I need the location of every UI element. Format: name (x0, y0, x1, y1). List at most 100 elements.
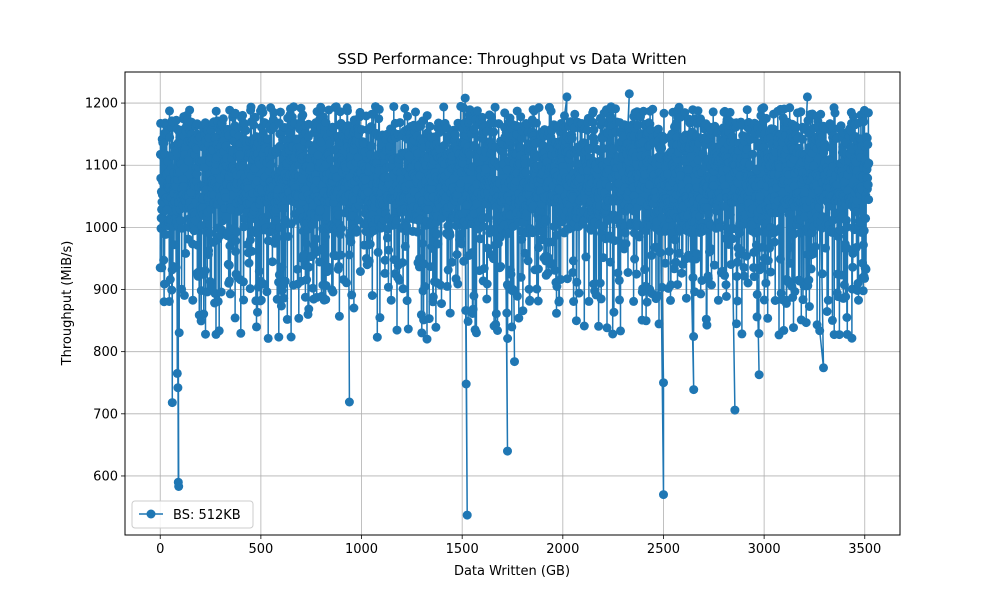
y-tick-label: 700 (93, 407, 118, 422)
data-point (460, 93, 470, 103)
data-point (231, 236, 241, 246)
data-point (533, 264, 543, 274)
data-point (344, 397, 354, 407)
data-point (157, 263, 167, 273)
data-point (779, 325, 789, 335)
data-point (508, 284, 518, 294)
data-point (344, 250, 354, 260)
data-point (752, 312, 762, 322)
data-point (256, 295, 266, 305)
data-point (453, 279, 463, 289)
data-point (262, 287, 272, 297)
data-point (759, 295, 769, 305)
data-layer (155, 89, 874, 520)
chart-title: SSD Performance: Throughput vs Data Writ… (337, 50, 686, 68)
data-point (721, 280, 731, 290)
data-point (204, 228, 214, 238)
data-point (533, 296, 543, 306)
data-point (588, 106, 598, 116)
data-point (277, 262, 287, 272)
data-point (615, 295, 624, 305)
data-point (686, 152, 696, 162)
data-point (528, 228, 537, 238)
data-point (201, 329, 210, 339)
data-point (632, 269, 642, 279)
data-point (516, 143, 525, 153)
data-point (759, 103, 769, 113)
data-point (289, 102, 299, 112)
data-point (769, 237, 779, 247)
data-point (556, 275, 566, 284)
data-point (321, 232, 330, 242)
data-point (181, 248, 191, 258)
data-point (733, 296, 742, 306)
data-point (575, 173, 585, 183)
data-point (633, 120, 643, 130)
data-point (333, 210, 343, 220)
data-point (546, 106, 556, 116)
data-point (721, 291, 731, 301)
data-point (680, 108, 690, 118)
data-point (503, 446, 512, 456)
data-point (842, 243, 852, 253)
data-point (254, 266, 264, 276)
data-point (415, 171, 425, 181)
data-point (534, 103, 544, 113)
data-point (548, 237, 558, 247)
data-point (839, 280, 849, 290)
data-point (367, 291, 377, 300)
data-point (172, 368, 182, 378)
data-point (785, 103, 795, 113)
data-point (403, 324, 413, 334)
data-point (605, 182, 615, 192)
data-point (367, 141, 377, 151)
data-point (761, 113, 771, 123)
data-point (861, 264, 871, 274)
data-point (276, 301, 286, 311)
data-point (197, 221, 206, 230)
data-point (848, 111, 858, 121)
data-point (457, 229, 467, 238)
data-point (640, 265, 650, 274)
data-point (824, 155, 834, 165)
data-point (402, 221, 412, 231)
data-point (312, 176, 321, 186)
data-point (562, 92, 572, 102)
data-point (481, 164, 491, 174)
data-point (763, 313, 773, 323)
y-tick-label: 800 (93, 345, 118, 360)
data-point (279, 293, 289, 303)
data-point (516, 272, 526, 282)
data-point (325, 154, 335, 164)
data-point (757, 261, 767, 271)
data-point (372, 332, 382, 342)
data-point (236, 328, 246, 338)
data-point (506, 269, 516, 279)
data-point (598, 253, 608, 263)
data-point (471, 328, 481, 338)
data-point (602, 323, 612, 333)
data-point (380, 268, 390, 278)
data-point (791, 123, 801, 133)
data-point (647, 250, 656, 260)
data-point (235, 150, 245, 160)
data-point (502, 308, 512, 318)
data-point (479, 264, 489, 273)
data-point (809, 161, 819, 171)
data-point (672, 121, 682, 131)
data-point (715, 222, 725, 232)
data-point (636, 196, 646, 206)
data-point (641, 316, 651, 326)
data-point (789, 181, 799, 191)
data-point (188, 295, 198, 305)
data-point (457, 239, 467, 249)
data-point (316, 137, 326, 147)
data-point (301, 238, 311, 248)
data-point (736, 246, 746, 255)
series-markers-bs-512kb (155, 89, 874, 520)
data-point (802, 92, 812, 102)
data-point (455, 178, 465, 188)
data-point (841, 292, 851, 302)
data-point (574, 288, 584, 298)
data-point (732, 271, 742, 281)
